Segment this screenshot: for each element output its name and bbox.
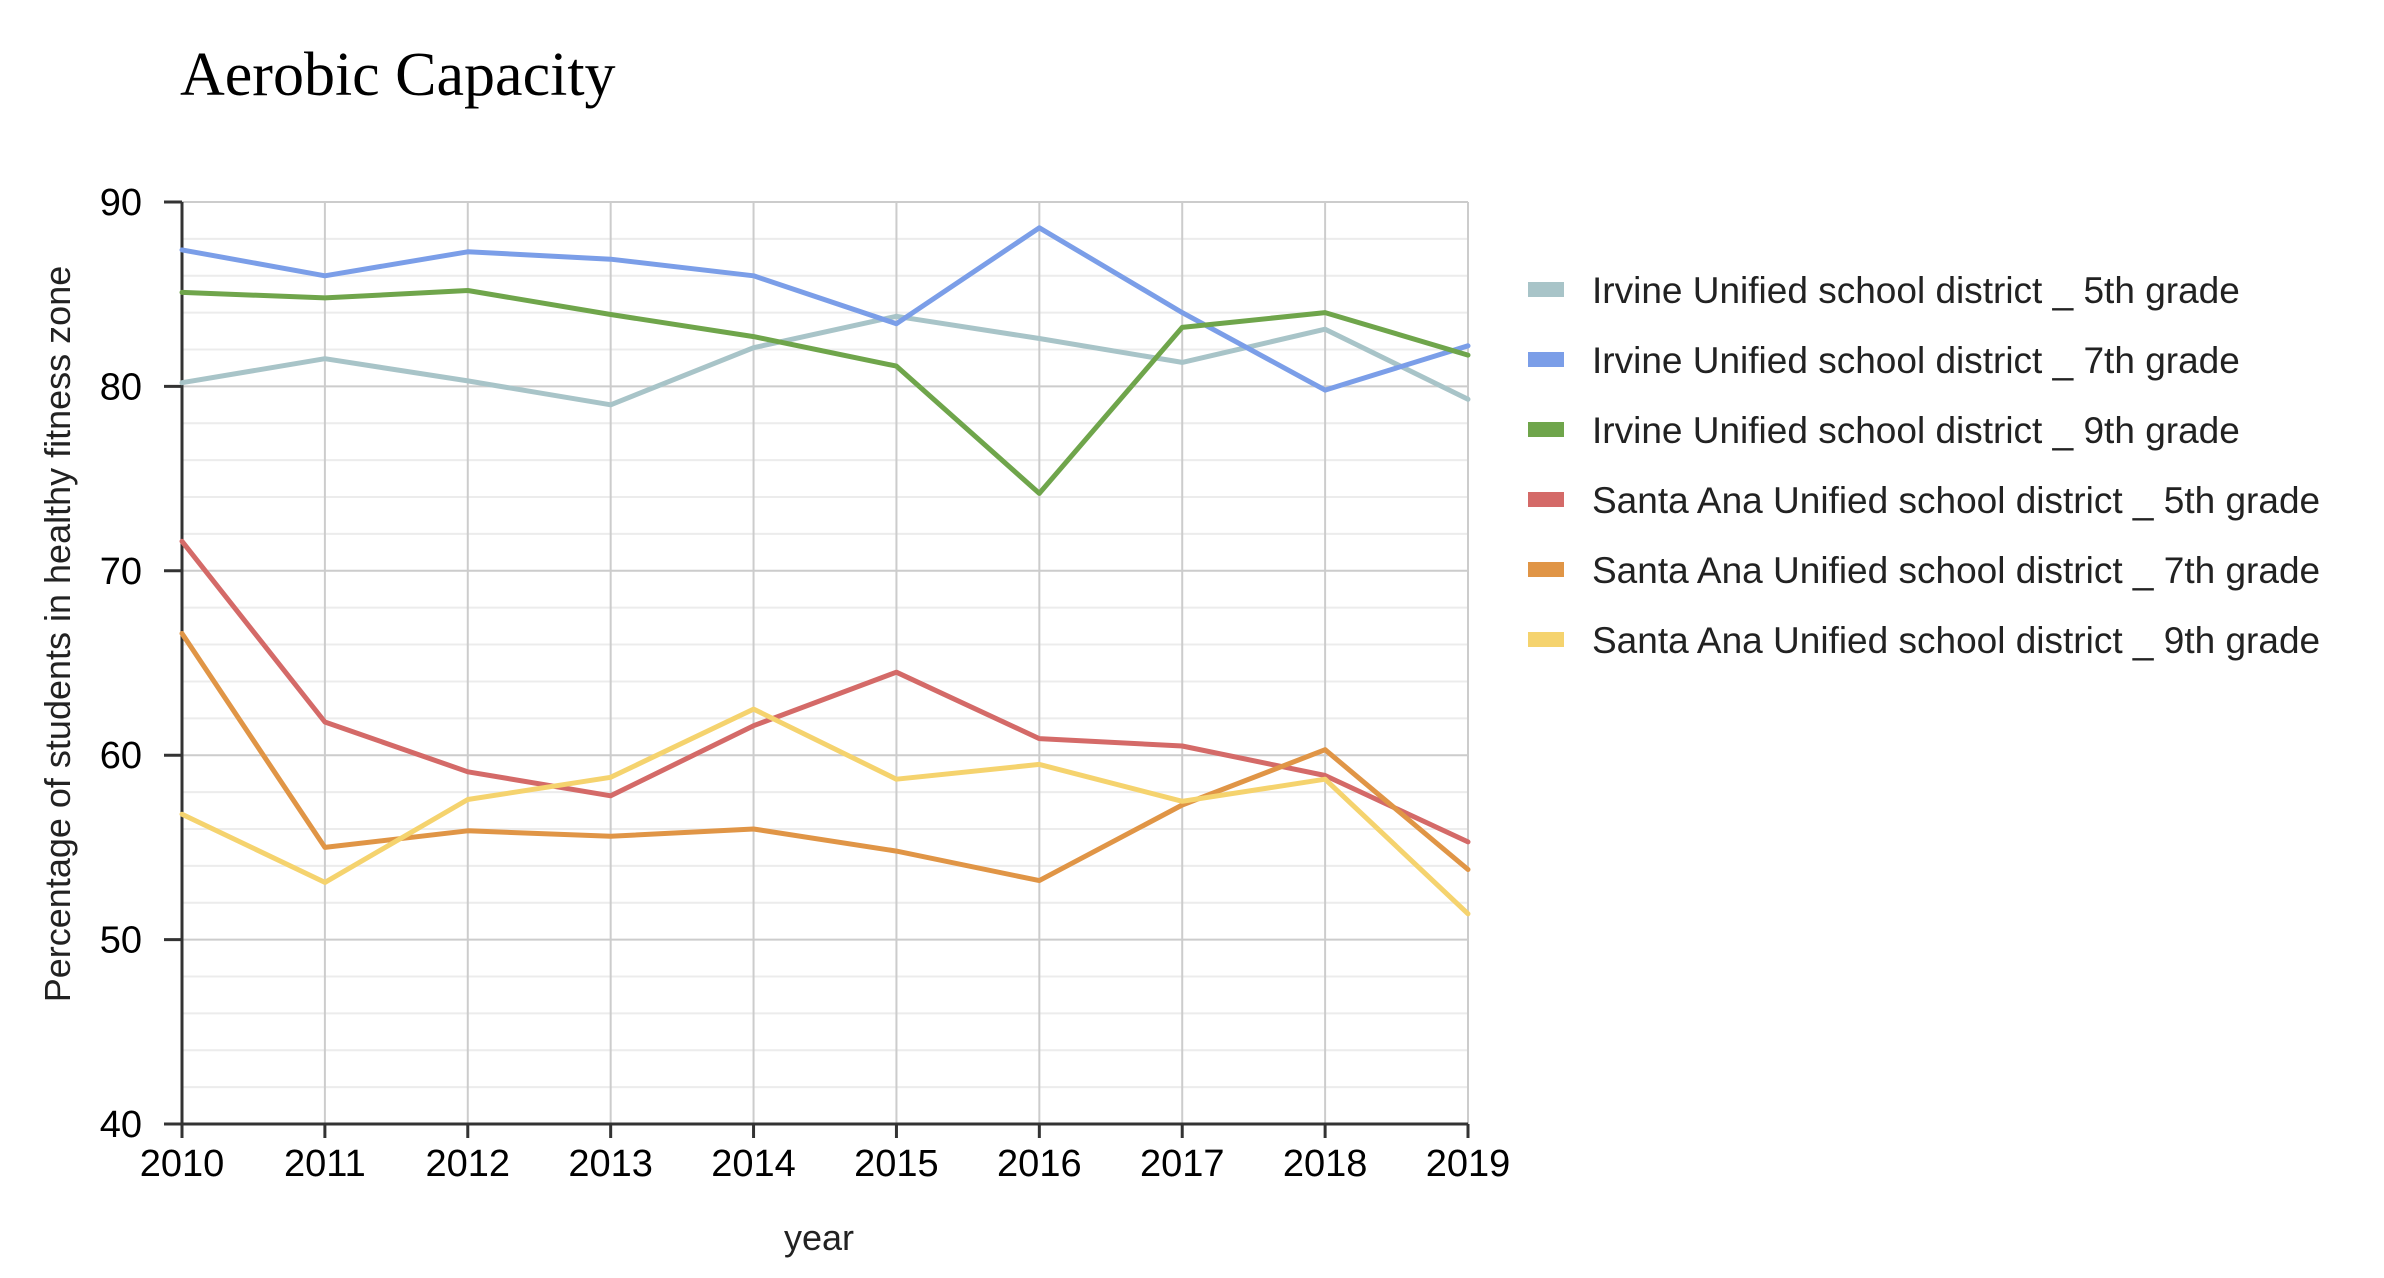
x-tick-label: 2011 [284, 1143, 366, 1185]
legend-label: Irvine Unified school district _ 9th gra… [1592, 410, 2240, 451]
y-tick-label: 50 [100, 920, 142, 962]
y-tick-label: 60 [100, 735, 142, 777]
series-line-5 [179, 631, 1471, 884]
legend: Irvine Unified school district _ 5th gra… [1528, 270, 2320, 661]
x-tick-label: 2016 [997, 1143, 1082, 1185]
series-line-4 [179, 538, 1471, 845]
x-tick-label: 2015 [854, 1143, 939, 1185]
x-tick-label: 2014 [711, 1143, 796, 1185]
x-tick-label: 2012 [426, 1143, 511, 1185]
y-tick-label: 40 [100, 1104, 142, 1146]
series-lines [179, 225, 1471, 917]
series-line-6 [179, 706, 1471, 917]
series-line-2 [179, 225, 1471, 393]
legend-swatch [1528, 282, 1564, 297]
legend-swatch [1528, 562, 1564, 577]
x-axis-title: year [784, 1217, 854, 1258]
legend-label: Irvine Unified school district _ 5th gra… [1592, 270, 2240, 311]
y-tick-label: 70 [100, 551, 142, 593]
legend-swatch [1528, 352, 1564, 367]
x-tick-label: 2010 [140, 1143, 225, 1185]
legend-label: Santa Ana Unified school district _ 9th … [1592, 620, 2320, 661]
legend-label: Irvine Unified school district _ 7th gra… [1592, 340, 2240, 381]
y-axis-title: Percentage of students in healthy fitnes… [37, 266, 78, 1002]
y-tick-label: 90 [100, 182, 142, 224]
series-line-3 [179, 288, 1471, 496]
grid [181, 201, 1469, 1125]
x-tick-label: 2017 [1140, 1143, 1225, 1185]
x-tick-label: 2013 [568, 1143, 653, 1185]
y-tick-label: 80 [100, 366, 142, 408]
legend-swatch [1528, 422, 1564, 437]
legend-swatch [1528, 492, 1564, 507]
axes: 40 50 60 70 80 90 2010 2011 2012 2013 2014 2015 2016… [100, 182, 1511, 1185]
series-line-1 [179, 313, 1471, 408]
legend-label: Santa Ana Unified school district _ 7th … [1592, 550, 2320, 591]
chart-title: Aerobic Capacity [180, 41, 616, 109]
legend-swatch [1528, 632, 1564, 647]
x-tick-label: 2018 [1283, 1143, 1368, 1185]
legend-label: Santa Ana Unified school district _ 5th … [1592, 480, 2320, 521]
x-tick-label: 2019 [1426, 1143, 1511, 1185]
